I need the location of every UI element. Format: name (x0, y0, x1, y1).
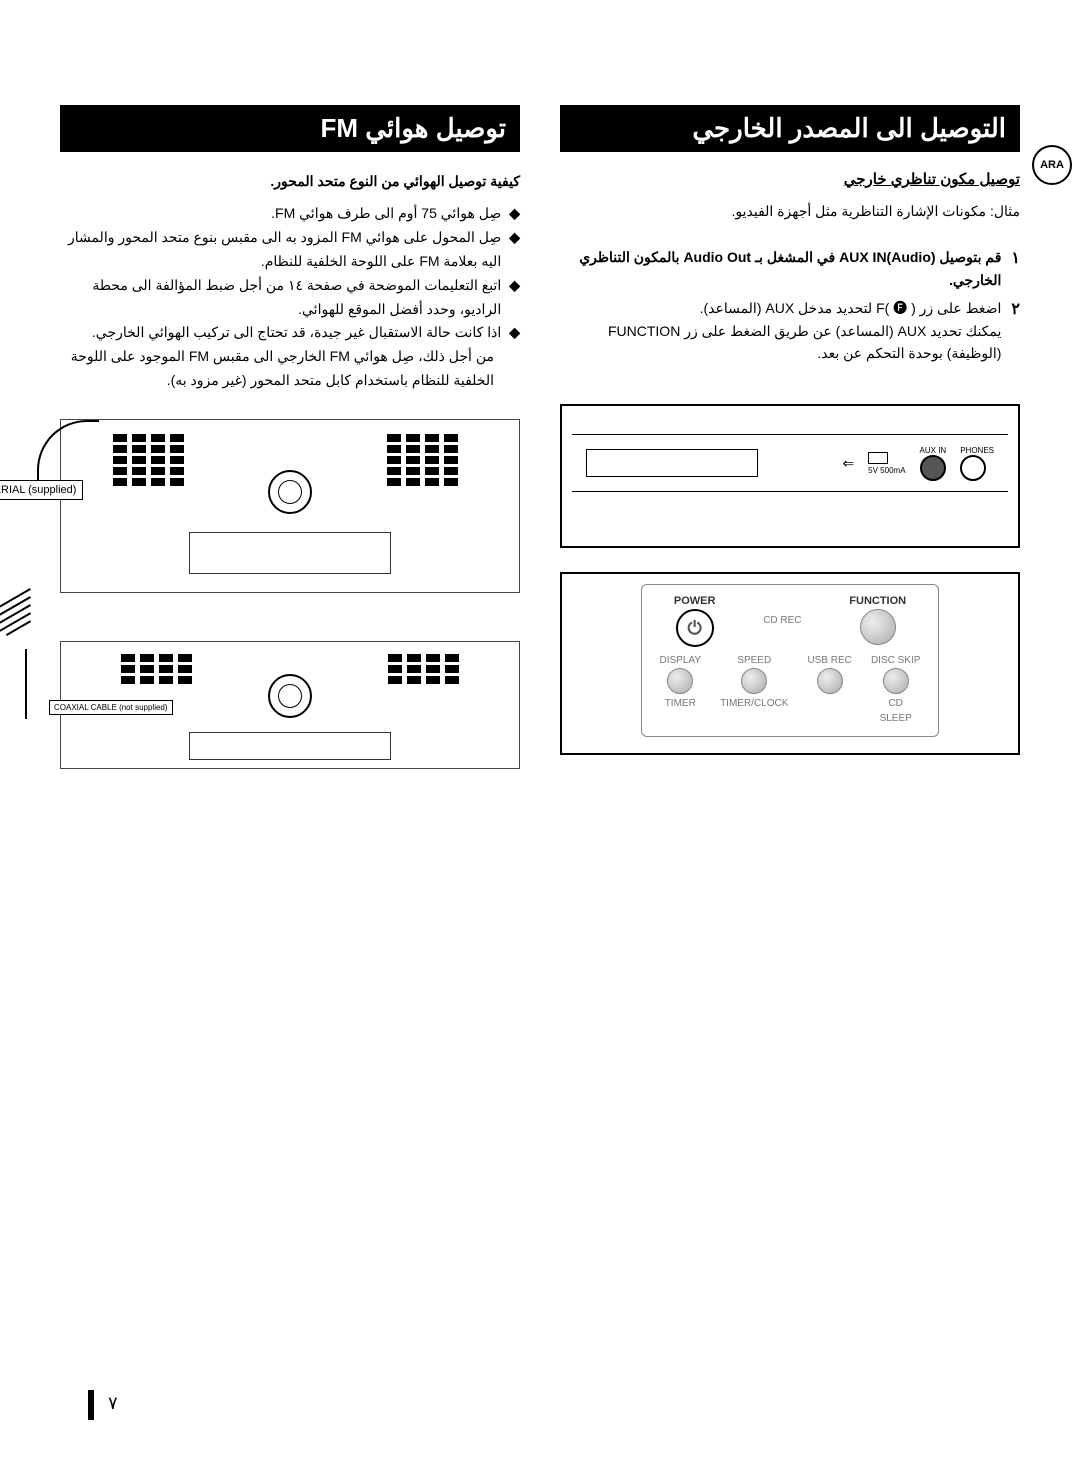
step-2-number: ٢ (1011, 297, 1020, 364)
outdoor-antenna-icon (0, 614, 53, 719)
aux-in-label: AUX IN (920, 446, 947, 455)
step-2: ٢ اضغط على زر F( 🅕 ) لتحديد مدخل AUX (ال… (560, 297, 1020, 364)
section-title-external-source: التوصيل الى المصدر الخارجي (560, 105, 1020, 152)
usb-icon: ⇐ (842, 455, 854, 472)
phones-label: PHONES (960, 446, 994, 455)
usbrec-label: USB REC (807, 655, 851, 666)
section-title-fm-antenna: توصيل هوائي FM (60, 105, 520, 152)
power-icon: ⏻ (676, 609, 714, 647)
step-2a-text: اضغط على زر F( 🅕 ) لتحديد مدخل AUX (المس… (700, 300, 1002, 316)
step-2b-text: يمكنك تحديد AUX (المساعد) عن طريق الضغط … (608, 323, 1001, 361)
language-badge: ARA (1032, 145, 1072, 185)
timer-label: TIMER (665, 698, 696, 709)
page-number: ٧ (108, 1393, 118, 1414)
display-button-icon (667, 668, 693, 694)
function-button-icon (860, 609, 896, 645)
device-io-panel: ⇐ 5V 500mA AUX IN PHONES (560, 404, 1020, 548)
right-column: التوصيل الى المصدر الخارجي توصيل مكون تن… (560, 105, 1020, 769)
left-column: توصيل هوائي FM كيفية توصيل الهوائي من ال… (60, 105, 520, 769)
rear-panel-fm: FM AERIAL (supplied) (60, 419, 520, 593)
phones-jack (960, 455, 986, 481)
bullet-3: اتبع التعليمات الموضحة في صفحة ١٤ من أجل… (60, 274, 501, 322)
discskip-label: DISC SKIP (871, 655, 920, 666)
speed-label: SPEED (737, 655, 771, 666)
display-label: DISPLAY (660, 655, 702, 666)
bullet-4: اذا كانت حالة الاستقبال غير جيدة، قد تحت… (92, 321, 501, 345)
vent2-icon (189, 732, 391, 760)
bullet-5: من أجل ذلك، صِل هوائي FM الخارجي الى مقب… (60, 345, 494, 393)
aux-in-jack (920, 455, 946, 481)
usbrec-button-icon (817, 668, 843, 694)
page-number-bar (88, 1390, 94, 1420)
fm-subhead: كيفية توصيل الهوائي من النوع متحد المحور… (60, 170, 520, 192)
coax-connector-icon (268, 674, 312, 718)
subhead-analog-connect: توصيل مكون تناظري خارجي (560, 170, 1020, 188)
vent-icon (189, 532, 391, 574)
usb-power-label: 5V 500mA (868, 452, 905, 475)
step-1-text: قم بتوصيل AUX IN(Audio) في المشغل بـ Aud… (560, 246, 1001, 291)
function-label: FUNCTION (849, 595, 906, 607)
sleep-label: SLEEP (880, 713, 912, 724)
timerclock-label: TIMER/CLOCK (720, 698, 788, 709)
power-label: POWER (674, 595, 716, 607)
remote-panel: POWER ⏻ CD REC FUNCTION (560, 572, 1020, 755)
usb-slot (586, 449, 758, 477)
fm-connector-icon (268, 470, 312, 514)
usb-power-text: 5V 500mA (868, 466, 905, 475)
step-1: ١ قم بتوصيل AUX IN(Audio) في المشغل بـ A… (560, 246, 1020, 291)
cdrec-label: CD REC (763, 615, 801, 626)
rear-panel-coax: COAXIAL CABLE (not supplied) (60, 641, 520, 769)
speed-button-icon (741, 668, 767, 694)
bullet-2: صِل المحول على هوائي FM المزود به الى مق… (60, 226, 501, 274)
cd-label: CD (888, 698, 902, 709)
fm-aerial-tag: FM AERIAL (supplied) (0, 480, 83, 500)
bullet-1: صِل هوائي 75 أوم الى طرف هوائي FM. (271, 202, 501, 226)
discskip-button-icon (883, 668, 909, 694)
fm-bullet-list: ◆صِل هوائي 75 أوم الى طرف هوائي FM. ◆صِل… (60, 202, 520, 392)
step-1-number: ١ (1011, 246, 1020, 291)
example-line: مثال: مكونات الإشارة التناظرية مثل أجهزة… (560, 200, 1020, 222)
coax-cable-tag: COAXIAL CABLE (not supplied) (49, 700, 173, 715)
